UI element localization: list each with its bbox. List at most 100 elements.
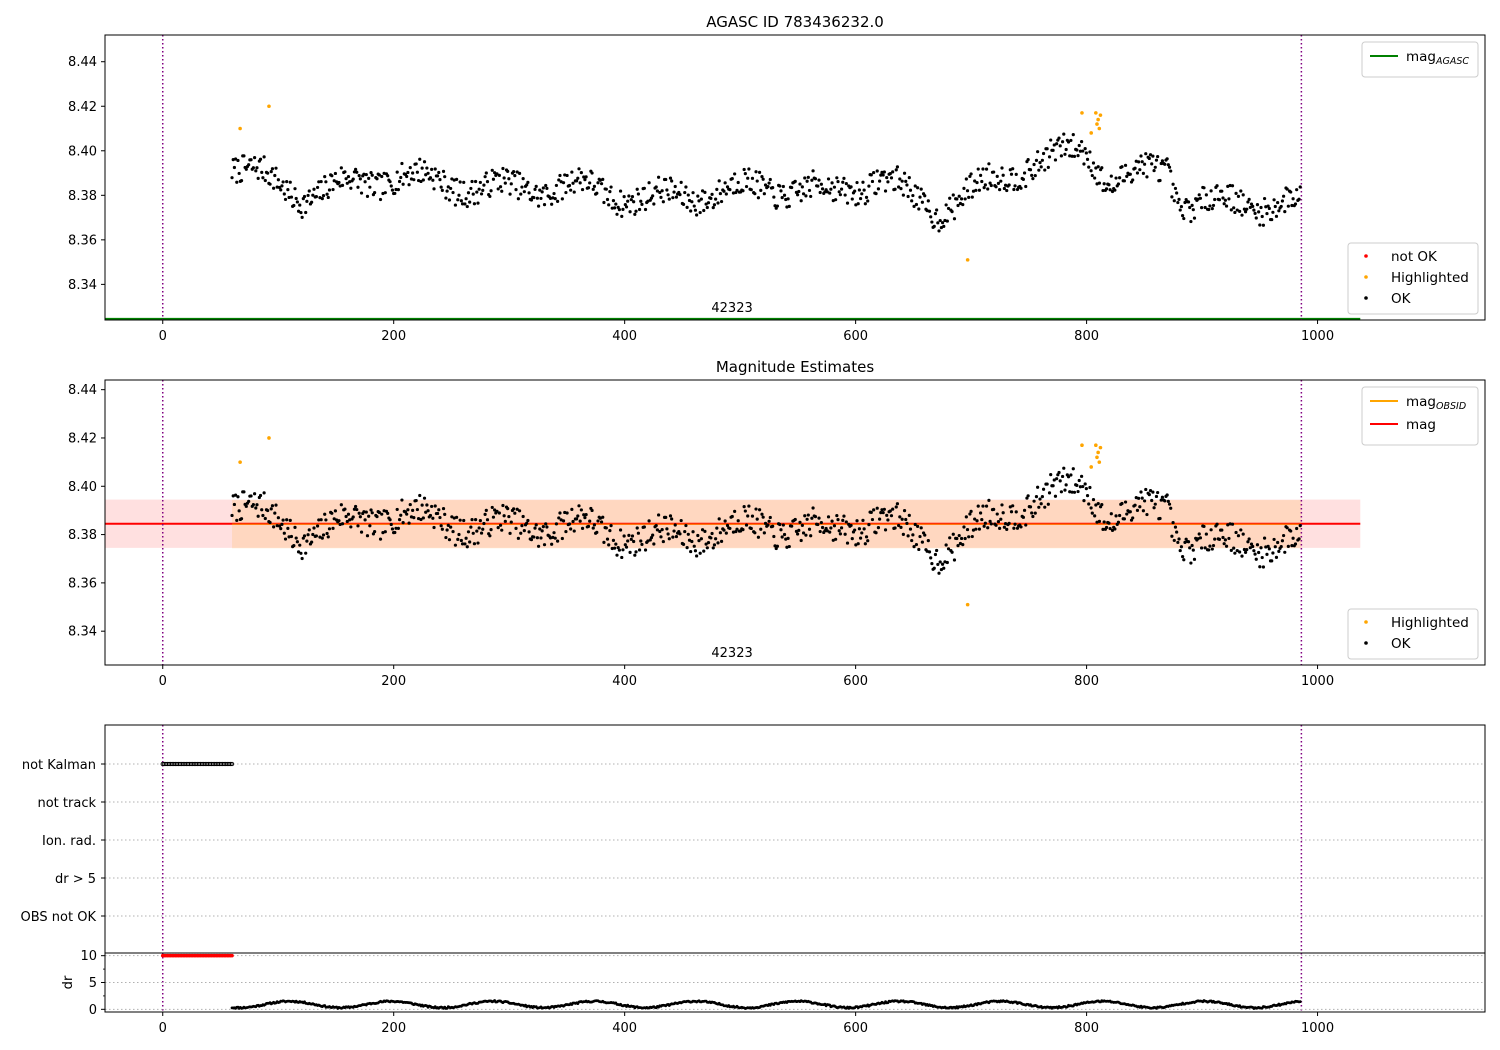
- ok-point: [1163, 499, 1167, 503]
- ok-point: [411, 508, 415, 513]
- ok-point: [1293, 542, 1298, 546]
- ok-point: [810, 516, 814, 520]
- ok-point: [247, 499, 251, 503]
- ok-point: [352, 507, 357, 511]
- ok-point: [1247, 197, 1251, 201]
- y-tick-label: 8.38: [68, 189, 97, 204]
- ok-point: [258, 157, 263, 161]
- ok-point: [330, 174, 334, 178]
- ok-point: [445, 528, 449, 532]
- ok-point: [320, 536, 324, 540]
- ok-point: [399, 513, 403, 517]
- ok-point: [681, 542, 686, 546]
- ok-point: [446, 523, 450, 527]
- y-tick-label: 8.36: [68, 576, 97, 591]
- ok-point: [975, 519, 979, 523]
- ok-point: [507, 514, 511, 519]
- ok-point: [415, 170, 419, 174]
- ok-point: [1291, 536, 1295, 540]
- ok-point: [453, 543, 458, 547]
- ok-point: [819, 182, 823, 186]
- ok-point: [731, 191, 736, 195]
- ok-point: [681, 202, 686, 206]
- ok-point: [331, 187, 335, 192]
- ok-point: [1285, 526, 1289, 530]
- ok-point: [1114, 514, 1118, 518]
- ok-point: [786, 197, 790, 201]
- ok-point: [327, 527, 332, 531]
- ok-point: [899, 187, 903, 191]
- ok-point: [1238, 550, 1242, 554]
- ok-point: [651, 533, 655, 537]
- ok-point: [426, 171, 430, 175]
- ok-point: [1235, 548, 1239, 553]
- ok-point: [965, 189, 970, 193]
- ok-point: [400, 161, 404, 166]
- ok-point: [1072, 154, 1077, 158]
- ok-point: [533, 187, 537, 191]
- ok-point: [1173, 525, 1178, 529]
- ok-point: [647, 519, 651, 523]
- ok-point: [1122, 517, 1126, 521]
- ok-point: [893, 526, 897, 530]
- ok-point: [1120, 501, 1124, 506]
- ok-point: [522, 529, 526, 533]
- ok-point: [601, 177, 605, 181]
- ok-point: [1024, 523, 1028, 527]
- ok-point: [542, 543, 547, 547]
- ok-point: [270, 167, 275, 171]
- ok-point: [578, 181, 582, 185]
- ok-point: [422, 160, 427, 164]
- ok-point: [1257, 550, 1261, 555]
- ok-point: [742, 167, 746, 172]
- ok-point: [761, 177, 765, 181]
- ok-point: [514, 526, 518, 531]
- ok-point: [854, 203, 858, 207]
- x-tick-label: 400: [612, 329, 637, 344]
- ok-point: [482, 183, 486, 187]
- ok-point: [274, 166, 278, 170]
- ok-point: [286, 526, 290, 530]
- ok-point: [596, 181, 600, 185]
- ok-point: [519, 192, 523, 196]
- ok-point: [906, 194, 910, 199]
- ok-point: [471, 531, 475, 535]
- ok-point: [1076, 154, 1080, 158]
- ok-point: [652, 202, 656, 206]
- ok-point: [288, 518, 292, 522]
- ok-point: [1055, 142, 1059, 146]
- ok-point: [344, 177, 348, 181]
- ok-point: [977, 188, 982, 192]
- ok-point: [1286, 544, 1290, 548]
- ok-point: [1014, 510, 1018, 514]
- ok-point: [1123, 500, 1128, 504]
- ok-point: [477, 187, 481, 191]
- ok-point: [945, 560, 949, 565]
- x-tick-label: 200: [381, 329, 406, 344]
- ok-point: [634, 209, 638, 213]
- x-tick-label: 800: [1074, 1021, 1099, 1036]
- ok-point: [870, 179, 875, 184]
- ok-point: [459, 538, 463, 543]
- ok-point: [317, 180, 321, 184]
- ok-point: [233, 493, 238, 497]
- ok-point: [1102, 520, 1106, 524]
- ok-point: [1141, 509, 1145, 513]
- ok-point: [1131, 516, 1135, 520]
- ok-point: [450, 177, 454, 181]
- ok-point: [1005, 188, 1009, 193]
- ok-point: [1285, 187, 1289, 191]
- ok-point: [632, 539, 636, 544]
- ok-point: [1176, 540, 1180, 545]
- ok-point: [386, 174, 390, 178]
- ok-point: [666, 193, 670, 197]
- ok-point: [253, 156, 257, 160]
- highlighted-point: [1096, 450, 1100, 455]
- ok-point: [424, 510, 428, 514]
- ok-point: [855, 519, 859, 523]
- ok-point: [1228, 183, 1232, 188]
- ok-point: [1262, 536, 1267, 540]
- ok-point: [459, 199, 463, 203]
- ok-point: [441, 506, 446, 511]
- ok-point: [1138, 168, 1142, 172]
